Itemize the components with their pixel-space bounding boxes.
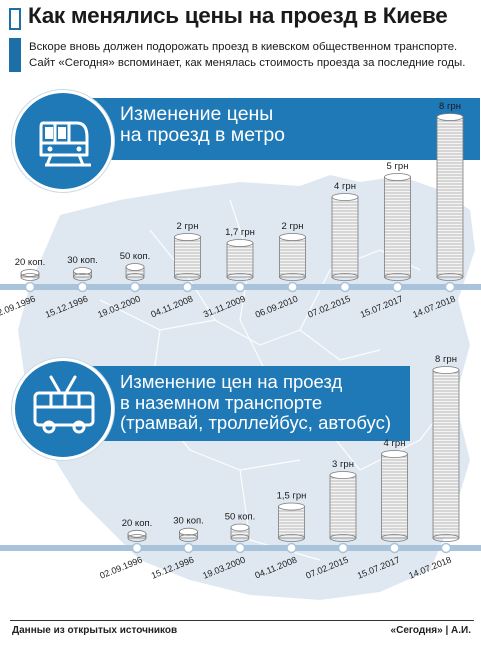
ground-title-line-3: (трамвай, троллейбус, автобус) [120, 412, 391, 433]
date-tick-label: 14.07.2018 [407, 555, 453, 581]
title-marker [9, 8, 21, 30]
price-data-label: 5 грн [387, 161, 409, 172]
timeline-dot [182, 281, 193, 293]
coin-stack-bar [73, 267, 92, 281]
price-data-label: 30 коп. [67, 255, 98, 266]
metro-train-icon [12, 90, 114, 192]
coin-stack-bar [329, 471, 357, 542]
timeline-dot [24, 281, 36, 293]
ground-section-title: Изменение цен на проезд в наземном транс… [120, 371, 391, 434]
timeline-dot [444, 281, 456, 293]
price-data-label: 8 грн [435, 354, 457, 365]
trolleybus-icon [12, 358, 114, 460]
timeline-dot [234, 281, 246, 293]
ground-coin-stacks: 20 коп. 30 коп. 50 коп. 1,5 грн 3 грн 4 грн 8 … [122, 354, 460, 542]
lead-text: Вскоре вновь должен подорожать проезд в … [29, 39, 474, 71]
timeline-dot [389, 542, 400, 554]
coin-stack-bar [279, 233, 306, 281]
timeline-dot [440, 542, 452, 554]
date-tick-label: 06.09.2010 [254, 294, 300, 320]
date-tick-label: 15.07.2017 [356, 555, 402, 581]
coin-stack-bar [331, 193, 359, 281]
footer-credit: «Сегодня» | А.И. [390, 625, 471, 636]
price-data-label: 4 грн [384, 438, 406, 449]
date-tick-label: 04.11.2008 [253, 555, 298, 581]
timeline-dot [234, 542, 246, 554]
date-tick-label: 15.07.2017 [359, 294, 405, 320]
price-data-label: 8 грн [439, 101, 461, 112]
price-data-label: 3 грн [332, 459, 354, 470]
date-tick-label: 07.02.2015 [306, 294, 352, 320]
price-data-label: 2 грн [177, 221, 199, 232]
coin-stack-bar [278, 502, 305, 542]
price-data-label: 30 коп. [173, 516, 204, 527]
coin-stack-bar [230, 523, 250, 542]
date-tick-label: 14.07.2018 [411, 294, 457, 320]
metro-title-line-2: на проезд в метро [120, 124, 286, 146]
metro-section-banner: Изменение цены на проезд в метро [80, 98, 480, 160]
footer-divider [10, 620, 474, 621]
date-tick-label: 19.03.2000 [96, 294, 142, 320]
date-tick-label: 02.09.1996 [98, 555, 144, 581]
coin-stack-bar [125, 263, 145, 281]
timeline-dot [392, 281, 403, 293]
timeline-dot [339, 281, 351, 293]
ground-title-line-2: в наземном транспорте [120, 391, 323, 413]
ground-timeline: 02.09.1996 15.12.1996 19.03.2000 04.11.2008… [0, 542, 481, 581]
timeline-dot [286, 542, 297, 554]
metro-section-title: Изменение цены на проезд в метро [120, 104, 285, 146]
timeline-dot [131, 542, 143, 554]
date-tick-label: 07.02.2015 [304, 555, 350, 581]
price-data-label: 50 коп. [225, 512, 256, 523]
date-tick-label: 04.11.2008 [149, 294, 194, 320]
metro-title-line-1: Изменение цены [120, 103, 274, 125]
ground-title-line-1: Изменение цен на проезд [120, 371, 343, 392]
timeline-dot [337, 542, 349, 554]
lead-line-1: Вскоре вновь должен подорожать проезд в … [29, 41, 458, 53]
date-tick-label: 31.11.2009 [202, 294, 247, 320]
coin-stack-bar [384, 173, 411, 281]
coin-stack-bar [381, 450, 408, 542]
date-tick-label: 02.09.1996 [0, 294, 37, 320]
price-data-label: 20 коп. [15, 257, 46, 268]
price-data-label: 1,7 грн [225, 227, 255, 238]
metro-timeline: 02.09.1996 15.12.1996 19.03.2000 04.11.2008… [0, 281, 481, 320]
ground-section-banner: Изменение цен на проезд в наземном транс… [80, 366, 410, 441]
coin-stack-bar [179, 527, 198, 542]
price-data-label: 4 грн [334, 181, 356, 192]
coin-stack-bar [436, 113, 464, 281]
coin-stack-bar [127, 529, 147, 542]
price-data-label: 1,5 грн [277, 491, 307, 502]
metro-coin-stacks: 20 коп. 30 коп. 50 коп. 2 грн 1,7 грн 2 грн 4 … [15, 101, 464, 281]
footer-source: Данные из открытых источников [12, 625, 178, 636]
lead-line-2: Сайт «Сегодня» вспоминает, как менялась … [29, 57, 466, 69]
coin-stack-bar [226, 239, 254, 281]
timeline-dot [77, 281, 88, 293]
price-data-label: 2 грн [282, 221, 304, 232]
page-title: Как менялись цены на проезд в Киеве [28, 3, 448, 28]
date-tick-label: 19.03.2000 [201, 555, 247, 581]
timeline-dot [287, 281, 298, 293]
coin-stack-bar [20, 269, 40, 281]
date-tick-label: 15.12.1996 [44, 294, 90, 320]
coin-stack-bar [174, 233, 201, 281]
lead-accent-bar [9, 38, 21, 72]
price-data-label: 20 коп. [122, 518, 153, 529]
price-data-label: 50 коп. [120, 251, 151, 262]
timeline-dot [183, 542, 194, 554]
timeline-dot [129, 281, 141, 293]
date-tick-label: 15.12.1996 [150, 555, 196, 581]
coin-stack-bar [432, 366, 460, 542]
